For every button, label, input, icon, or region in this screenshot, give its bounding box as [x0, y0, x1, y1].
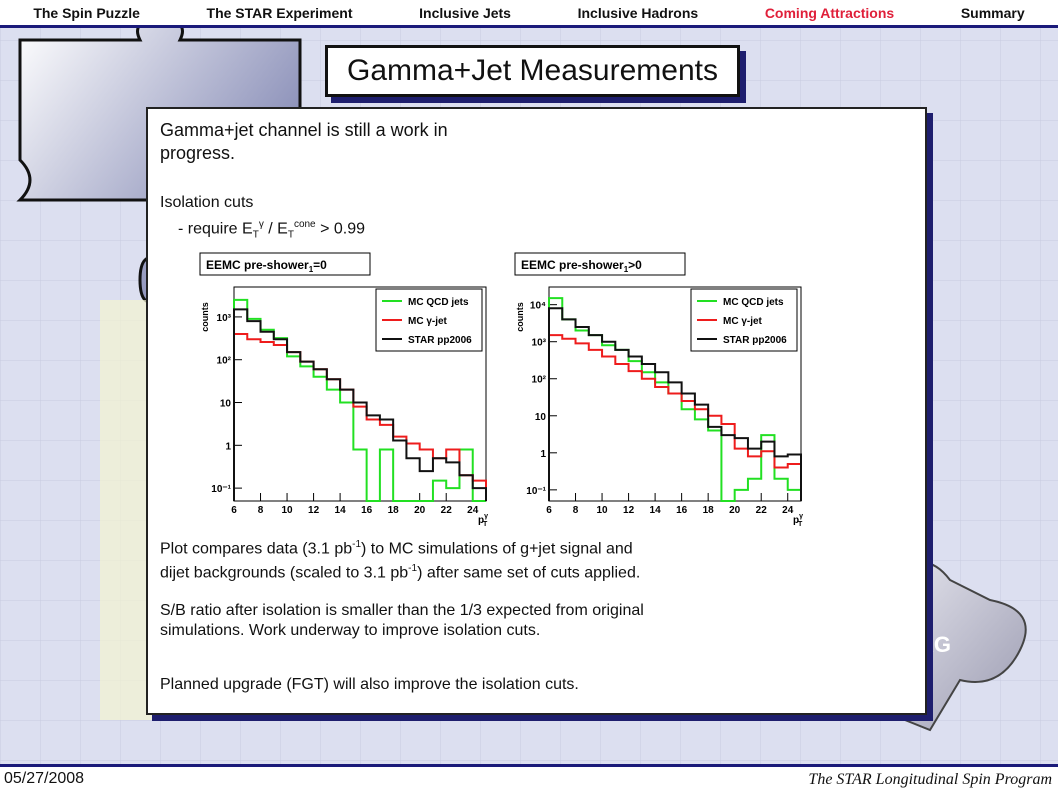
nav-item-inclusive-hadrons[interactable]: Inclusive Hadrons	[577, 4, 699, 21]
x-tick-label: 24	[782, 505, 794, 516]
nav-item-summary[interactable]: Summary	[960, 4, 1025, 21]
x-tick-label: 8	[573, 505, 579, 516]
series-line-1	[548, 334, 802, 501]
plot-description: Plot compares data (3.1 pb-1) to MC simu…	[160, 539, 641, 582]
legend-entry: MC QCD jets	[408, 297, 469, 308]
x-tick-label: 12	[308, 505, 320, 516]
y-tick-label: 10²	[532, 375, 547, 386]
legend-entry: STAR pp2006	[723, 335, 787, 346]
isolation-heading: Isolation cuts	[160, 194, 254, 211]
x-tick-label: 6	[231, 505, 237, 516]
x-tick-label: 10	[281, 505, 293, 516]
x-tick-label: 8	[258, 505, 264, 516]
x-tick-label: 20	[729, 505, 741, 516]
legend-entry: STAR pp2006	[408, 335, 472, 346]
series-line-1	[233, 332, 487, 501]
x-tick-label: 16	[676, 505, 688, 516]
upgrade-text: Planned upgrade (FGT) will also improve …	[160, 676, 579, 693]
legend-entry: MC QCD jets	[723, 297, 784, 308]
y-tick-label: 10²	[217, 356, 232, 367]
nav-item-spin-puzzle[interactable]: The Spin Puzzle	[33, 4, 140, 21]
x-tick-label: 20	[414, 505, 426, 516]
x-tick-label: 10	[596, 505, 608, 516]
y-tick-label: 10	[220, 399, 232, 410]
x-tick-label: 14	[335, 505, 347, 516]
nav-item-inclusive-jets[interactable]: Inclusive Jets	[419, 4, 511, 21]
x-axis-label: pγ T	[793, 513, 803, 528]
x-tick-label: 16	[361, 505, 373, 516]
legend-entry: MC γ-jet	[408, 316, 448, 327]
x-tick-label: 6	[546, 505, 552, 516]
x-tick-label: 22	[756, 505, 768, 516]
histogram-preshower-0: EEMC pre-shower1=0 counts 10⁻¹ 1 10 10² 10³ 6 8 1…	[199, 252, 488, 528]
x-tick-label: 14	[650, 505, 662, 516]
nav-item-coming-attractions[interactable]: Coming Attractions	[764, 4, 895, 21]
y-tick-label: 10³	[217, 313, 232, 324]
nav-item-star-experiment[interactable]: The STAR Experiment	[206, 4, 353, 21]
footer-date: 05/27/2008	[4, 770, 85, 787]
series-line-2	[233, 308, 487, 501]
y-tick-label: 10⁻¹	[211, 484, 231, 495]
intro-text: Gamma+jet channel is still a work in pro…	[160, 120, 448, 163]
y-tick-label: 10³	[532, 338, 547, 349]
x-tick-label: 18	[703, 505, 715, 516]
x-tick-label: 22	[441, 505, 453, 516]
content-panel: Gamma+jet channel is still a work in pro…	[146, 107, 927, 715]
sb-ratio-text: S/B ratio after isolation is smaller tha…	[160, 602, 644, 639]
y-tick-label: 10⁻¹	[526, 486, 546, 497]
top-nav: The Spin Puzzle The STAR Experiment Incl…	[0, 0, 1058, 28]
footer: 05/27/2008 The STAR Longitudinal Spin Pr…	[0, 767, 1058, 793]
chart-title-box	[514, 252, 686, 276]
x-tick-label: 18	[388, 505, 400, 516]
legend-entry: MC γ-jet	[723, 316, 763, 327]
isolation-cut: - require ETγ / ETcone > 0.99	[178, 219, 365, 241]
chart-title-box	[199, 252, 371, 276]
slide-title: Gamma+Jet Measurements	[325, 45, 740, 97]
y-axis-label: counts	[200, 302, 210, 332]
y-tick-label: 10⁴	[530, 301, 546, 312]
x-tick-label: 24	[467, 505, 479, 516]
footer-divider	[0, 764, 1058, 767]
chart-title: EEMC pre-shower1>0	[521, 258, 642, 274]
histogram-preshower-gt0: EEMC pre-shower1>0 counts 10⁻¹ 1 10 10² 10³ 10⁴…	[514, 252, 803, 528]
series-line-2	[548, 307, 802, 501]
y-tick-label: 1	[225, 441, 231, 452]
y-axis-label: counts	[515, 302, 525, 332]
y-tick-label: 10	[535, 412, 547, 423]
footer-title: The STAR Longitudinal Spin Program	[808, 771, 1052, 788]
y-tick-label: 1	[540, 449, 546, 460]
x-axis-label: pγ T	[478, 513, 488, 528]
chart-title: EEMC pre-shower1=0	[206, 258, 327, 274]
x-tick-label: 12	[623, 505, 635, 516]
